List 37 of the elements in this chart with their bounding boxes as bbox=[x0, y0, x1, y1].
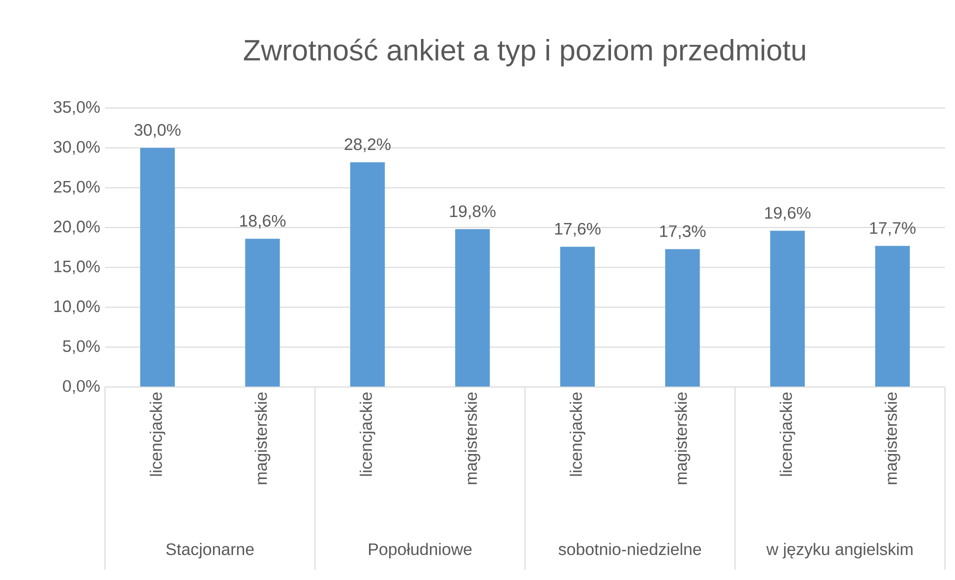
bar bbox=[140, 148, 175, 387]
y-tick-label: 0,0% bbox=[62, 380, 100, 394]
x-tick-label: licencjackie bbox=[150, 392, 166, 476]
bar bbox=[770, 230, 805, 387]
text: w języku angielskim bbox=[766, 542, 912, 558]
text: sobotnio-niedzielne bbox=[558, 542, 702, 556]
data-label: 28,2% bbox=[344, 138, 391, 152]
y-tick-label: 10,0% bbox=[54, 300, 100, 314]
y-tick-label: 35,0% bbox=[54, 101, 100, 115]
data-label: 17,7% bbox=[870, 222, 916, 236]
data-label: 19,8% bbox=[450, 205, 496, 220]
data-label: 17,6% bbox=[555, 222, 601, 237]
bar bbox=[560, 246, 595, 387]
y-tick-label: 25,0% bbox=[54, 180, 100, 195]
y-tick-label: 15,0% bbox=[54, 260, 100, 274]
y-tick-label: 20,0% bbox=[54, 220, 100, 234]
text: Popołudniowe bbox=[369, 542, 472, 558]
x-tick-label: magisterskie bbox=[464, 392, 480, 484]
bar bbox=[245, 238, 280, 387]
chart-title: Zwrotność ankiet a typ i poziom przedmiotu bbox=[244, 38, 805, 66]
y-tick-label: 30,0% bbox=[54, 140, 100, 155]
x-tick-label: licencjackie bbox=[360, 392, 376, 476]
data-label: 19,6% bbox=[765, 206, 811, 221]
data-label: 30,0% bbox=[134, 124, 181, 138]
data-label: 18,6% bbox=[240, 214, 286, 229]
bar bbox=[350, 162, 385, 387]
text: Stacjonarne bbox=[166, 542, 254, 558]
bar bbox=[455, 229, 490, 387]
y-tick-label: 5,0% bbox=[62, 340, 100, 354]
x-tick-label: magisterskie bbox=[674, 392, 690, 484]
x-tick-label: magisterskie bbox=[884, 392, 900, 484]
x-tick-label: licencjackie bbox=[570, 392, 586, 476]
bar bbox=[875, 246, 910, 387]
x-tick-label: magisterskie bbox=[254, 392, 270, 484]
data-label: 17,3% bbox=[660, 225, 706, 240]
bar bbox=[665, 249, 700, 387]
x-tick-label: licencjackie bbox=[780, 392, 796, 476]
